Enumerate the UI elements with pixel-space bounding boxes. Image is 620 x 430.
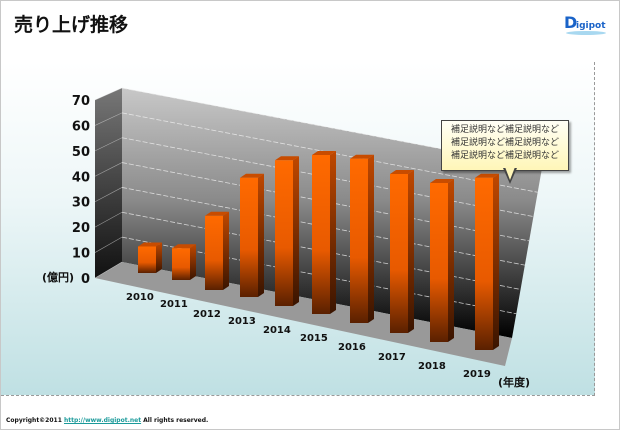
- bar-2019: [475, 173, 499, 350]
- bar-2013: [240, 173, 264, 297]
- bar-side: [408, 170, 414, 333]
- x-tick-label: 2014: [263, 325, 291, 336]
- bar-2016: [350, 154, 374, 323]
- bar-side: [493, 173, 499, 350]
- bar-top: [312, 151, 336, 155]
- bar-side: [190, 244, 196, 280]
- gridline: [121, 87, 543, 169]
- side-gridline: [94, 236, 123, 253]
- bar-2017: [390, 170, 414, 333]
- svg-text:igipot: igipot: [576, 21, 606, 31]
- x-tick-label: 2010: [126, 292, 154, 303]
- y-tick-label: 10: [72, 247, 90, 262]
- bar-front: [350, 158, 368, 323]
- x-tick-label: 2015: [300, 333, 328, 344]
- bar-2018: [430, 179, 454, 342]
- bar-front: [172, 248, 190, 280]
- x-tick-label: 2018: [418, 361, 446, 372]
- bar-top: [475, 173, 499, 178]
- bar-front: [240, 177, 258, 297]
- bar-top: [240, 173, 264, 178]
- side-gridline: [94, 212, 123, 228]
- bar-front: [312, 155, 330, 314]
- bar-side: [258, 173, 264, 297]
- side-gridline: [94, 112, 123, 126]
- y-tick-label: 50: [72, 145, 90, 160]
- svg-text:D: D: [564, 13, 577, 32]
- side-gridline: [94, 162, 123, 177]
- callout-line: 補足説明など補足説明など: [450, 125, 559, 135]
- bar-front: [430, 183, 448, 342]
- bar-top: [275, 156, 299, 161]
- website-link[interactable]: http://www.digipot.net: [63, 417, 142, 424]
- bar-front: [275, 160, 293, 306]
- bar-2012: [205, 211, 229, 290]
- bar-side: [223, 211, 229, 290]
- rights-text: All rights reserved.: [141, 417, 209, 424]
- bar-top: [430, 179, 454, 183]
- bar-top: [390, 170, 414, 174]
- callout-line: 補足説明など補足説明など: [450, 151, 559, 161]
- y-tick-label: 70: [72, 94, 90, 109]
- side-gridline: [94, 261, 123, 279]
- bar-top: [205, 211, 229, 216]
- bar-top: [350, 154, 374, 159]
- y-tick-label: 20: [72, 221, 90, 236]
- bar-side: [156, 242, 162, 273]
- digipot-logo: D igipot: [564, 13, 606, 35]
- bar-2011: [172, 244, 196, 280]
- x-tick-label: 2013: [228, 316, 256, 327]
- x-tick-label: 2019: [463, 369, 491, 380]
- x-tick-label: 2017: [378, 352, 406, 363]
- y-tick-label: 30: [72, 196, 90, 211]
- page-title: 売り上げ推移: [14, 14, 129, 36]
- bar-front: [138, 246, 156, 273]
- chart-floor: [95, 262, 512, 366]
- bar-2015: [312, 151, 336, 314]
- bar-top: [138, 242, 162, 247]
- gridline: [121, 211, 521, 290]
- copyright-text: Copyright©2011: [6, 417, 64, 424]
- y-axis-unit-label: (億円): [42, 270, 74, 284]
- chart-side-wall: [95, 88, 122, 278]
- side-gridline: [94, 87, 123, 101]
- y-tick-label: 60: [72, 119, 90, 134]
- y-tick-label: 0: [81, 272, 90, 287]
- bar-front: [390, 174, 408, 333]
- x-axis-unit-label: (年度): [498, 375, 530, 389]
- side-gridline: [94, 137, 123, 152]
- x-tick-label: 2012: [193, 309, 221, 320]
- bar-2010: [138, 242, 162, 273]
- bar-side: [330, 151, 336, 314]
- callout-line: 補足説明など補足説明など: [450, 138, 559, 148]
- bar-side: [448, 179, 454, 342]
- callout-pointer-fill: [505, 167, 515, 180]
- bar-2014: [275, 156, 299, 306]
- x-tick-label: 2011: [160, 299, 188, 310]
- bar-side: [368, 154, 374, 323]
- x-tick-label: 2016: [338, 342, 366, 353]
- y-tick-label: 40: [72, 170, 90, 185]
- bar-side: [293, 156, 299, 306]
- copyright-footer: Copyright©2011 http://www.digipot.net Al…: [6, 417, 208, 424]
- bar-front: [475, 177, 493, 350]
- annotation-callout: 補足説明など補足説明など 補足説明など補足説明など 補足説明など補足説明など: [441, 120, 569, 171]
- side-gridline: [94, 187, 123, 202]
- bar-front: [205, 215, 223, 290]
- bar-top: [172, 244, 196, 249]
